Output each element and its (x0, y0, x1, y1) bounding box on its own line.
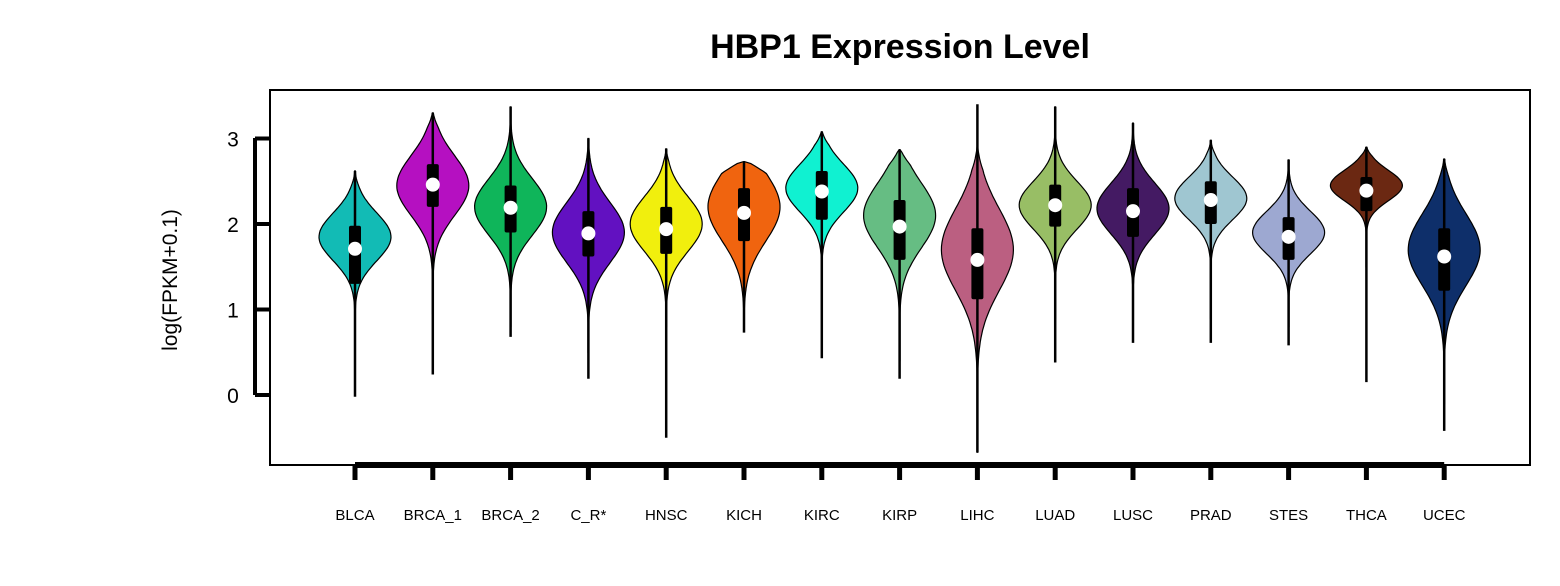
x-axis: BLCA BRCA_1 BRCA_2 C_R* HNSC KICH KIRC KIRP LIHC… (335, 462, 1466, 524)
x-tick-label: HNSC (645, 507, 688, 524)
median-dot-KIRC (814, 184, 829, 199)
median-dot-PRAD (1203, 193, 1218, 208)
median-dot-THCA (1359, 183, 1374, 198)
median-dot-HNSC (659, 222, 674, 237)
x-tick-label: PRAD (1190, 507, 1232, 524)
y-tick-label: 1 (227, 300, 239, 323)
median-dot-BLCA (348, 241, 362, 256)
median-dot-KIRP (892, 219, 907, 234)
x-tick-label: UCEC (1423, 507, 1466, 524)
y-tick-label: 3 (227, 129, 239, 152)
x-tick-label: LUSC (1113, 507, 1153, 524)
median-dot-LIHC (970, 252, 985, 267)
x-tick-label: BRCA_2 (481, 507, 539, 524)
median-dot-BRCA_2 (503, 200, 518, 215)
x-tick-label: KICH (726, 507, 762, 524)
x-tick-label: KIRP (882, 507, 917, 524)
violin-series (318, 104, 1481, 453)
y-tick-label: 2 (227, 214, 239, 237)
x-tick-label: LUAD (1035, 507, 1075, 524)
y-tick-label: 0 (227, 385, 239, 408)
x-tick-label: THCA (1346, 507, 1387, 524)
y-axis: 0 1 2 3 (227, 129, 270, 408)
median-dot-STES (1281, 229, 1296, 244)
median-dot-LUAD (1048, 198, 1063, 213)
y-axis-label: log(FPKM+0.1) (159, 209, 182, 351)
x-tick-label: BRCA_1 (404, 507, 462, 524)
x-tick-label: BLCA (335, 507, 374, 524)
median-dot-UCEC (1437, 249, 1452, 264)
median-dot-LUSC (1126, 204, 1140, 219)
x-tick-label: C_R* (570, 507, 606, 524)
x-tick-label: KIRC (804, 507, 840, 524)
median-dot-BRCA_1 (425, 177, 440, 192)
chart-title: HBP1 Expression Level (710, 28, 1090, 66)
median-dot-KICH (737, 205, 751, 220)
median-dot-C_R* (581, 226, 596, 241)
x-tick-label: LIHC (960, 507, 994, 524)
x-tick-label: STES (1269, 507, 1308, 524)
